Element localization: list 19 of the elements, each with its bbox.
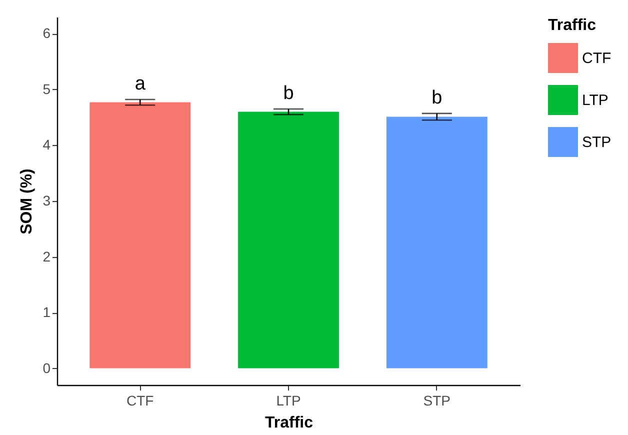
annotation: b	[432, 87, 442, 108]
legend-label: CTF	[582, 50, 612, 67]
x-tick-label: CTF	[126, 392, 154, 408]
y-tick-label: 1	[42, 304, 51, 320]
y-tick-label: 4	[42, 136, 51, 153]
x-tick-label: LTP	[276, 392, 301, 408]
legend-title: Traffic	[548, 17, 596, 34]
y-axis-title: SOM (%)	[18, 168, 36, 234]
annotation: a	[134, 74, 146, 95]
x-axis-title: Traffic	[264, 414, 314, 432]
y-tick-label: 6	[42, 25, 51, 42]
annotation: b	[283, 83, 294, 104]
legend-label: LTP	[582, 92, 608, 109]
y-tick-label: 3	[42, 192, 51, 208]
y-tick-label: 0	[42, 360, 51, 376]
y-tick-label: 2	[42, 248, 51, 264]
y-tick-label: 5	[42, 80, 51, 97]
legend-label: STP	[582, 134, 612, 151]
x-tick-label: STP	[423, 392, 451, 408]
